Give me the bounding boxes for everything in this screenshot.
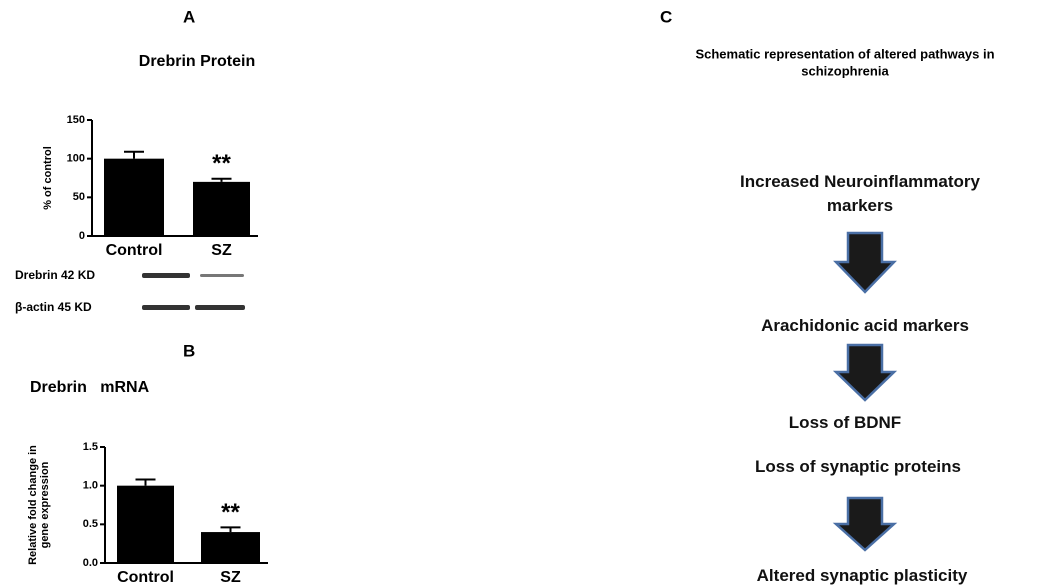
chart-title: Drebrin Protein: [139, 53, 255, 70]
arrow: [836, 498, 894, 550]
y-tick-label: 100: [67, 153, 85, 165]
panel-label: B: [183, 341, 195, 360]
panel-label: C: [660, 7, 672, 26]
blot-label: Drebrin 42 KD: [15, 268, 95, 282]
y-axis-label: Relative fold change in: [27, 445, 39, 565]
arrow: [836, 233, 894, 292]
significance: **: [212, 150, 231, 177]
y-tick-label: 1.5: [83, 441, 98, 453]
figure-canvas: C Schematic representation of altered pa…: [0, 0, 1046, 587]
blot-band: [142, 273, 190, 278]
diagram-title: Schematic representation of altered path…: [695, 46, 994, 61]
x-tick-label: SZ: [220, 569, 241, 586]
y-tick-label: 1.0: [83, 480, 98, 492]
x-tick-label: Control: [106, 242, 163, 259]
y-tick-label: 0.5: [83, 518, 98, 530]
pathway-step: Increased Neuroinflammatory markers: [710, 170, 1010, 218]
pathway-step: Loss of synaptic proteins: [708, 455, 1008, 479]
bar: [104, 159, 164, 236]
y-axis-label: % of control: [42, 146, 54, 210]
x-tick-label: SZ: [211, 242, 232, 259]
y-tick-label: 0: [79, 230, 85, 242]
chart-title: Drebrin mRNA: [30, 379, 150, 396]
blot-band: [195, 305, 245, 310]
bar: [117, 486, 174, 563]
y-axis-label: gene expression: [39, 461, 51, 548]
bar: [193, 182, 250, 236]
blot-band: [142, 305, 190, 310]
x-tick-label: Control: [117, 569, 174, 586]
y-tick-label: 150: [67, 114, 85, 126]
blot-band: [200, 274, 244, 277]
bar: [201, 532, 260, 563]
pathway-step: Arachidonic acid markers: [715, 314, 1015, 338]
significance: **: [221, 499, 240, 526]
pathway-step: Altered synaptic plasticity: [712, 564, 1012, 587]
arrow: [836, 345, 894, 400]
y-tick-label: 0.0: [83, 557, 98, 569]
panel-label: A: [183, 7, 195, 26]
figure: C Schematic representation of altered pa…: [0, 0, 1046, 587]
pathway-step: Loss of BDNF: [695, 411, 995, 435]
blot-label: β-actin 45 KD: [15, 300, 92, 314]
y-tick-label: 50: [73, 191, 85, 203]
diagram-title: schizophrenia: [801, 63, 889, 78]
